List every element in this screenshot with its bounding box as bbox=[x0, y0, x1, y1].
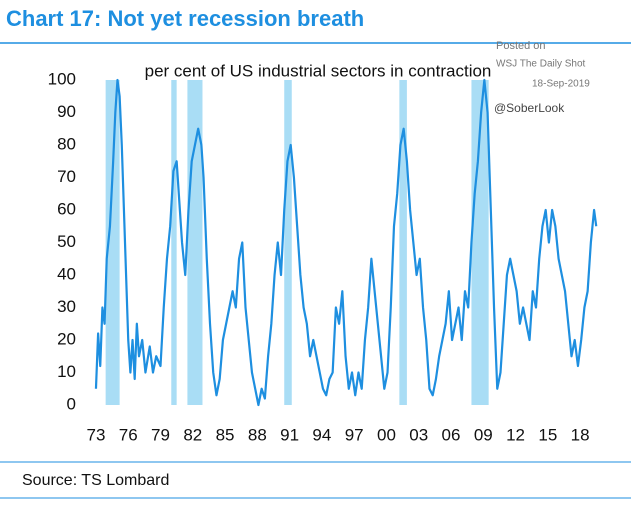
x-tick-label: 94 bbox=[312, 425, 331, 444]
x-tick-label: 76 bbox=[119, 425, 138, 444]
x-tick-label: 00 bbox=[377, 425, 396, 444]
x-tick-label: 91 bbox=[280, 425, 299, 444]
data-line bbox=[94, 78, 598, 407]
watermark: @SoberLook bbox=[494, 101, 565, 115]
x-tick-label: 88 bbox=[248, 425, 267, 444]
x-tick-label: 03 bbox=[409, 425, 428, 444]
y-tick-label: 70 bbox=[57, 167, 76, 186]
x-tick-label: 18 bbox=[571, 425, 590, 444]
y-tick-label: 90 bbox=[57, 102, 76, 121]
watermark: 18-Sep-2019 bbox=[532, 79, 590, 90]
y-tick-label: 10 bbox=[57, 362, 76, 381]
recession-band bbox=[187, 80, 203, 405]
y-tick-label: 60 bbox=[57, 199, 76, 218]
source: Source: TS Lombard bbox=[22, 472, 169, 489]
x-tick-label: 12 bbox=[506, 425, 525, 444]
x-tick-label: 97 bbox=[345, 425, 364, 444]
x-tick-label: 85 bbox=[216, 425, 235, 444]
x-tick-label: 82 bbox=[183, 425, 202, 444]
watermark: WSJ The Daily Shot bbox=[496, 59, 586, 70]
x-tick-label: 79 bbox=[151, 425, 170, 444]
recession-band bbox=[105, 80, 120, 405]
recession-band bbox=[284, 80, 292, 405]
y-tick-label: 50 bbox=[57, 232, 76, 251]
subtitle: per cent of US industrial sectors in con… bbox=[145, 61, 492, 80]
x-tick-label: 09 bbox=[474, 425, 493, 444]
recession-band bbox=[171, 80, 177, 405]
y-tick-label: 0 bbox=[67, 394, 76, 413]
y-tick-label: 30 bbox=[57, 297, 76, 316]
recession-band bbox=[399, 80, 407, 405]
x-tick-label: 15 bbox=[538, 425, 557, 444]
recession-band bbox=[471, 80, 489, 405]
y-tick-label: 80 bbox=[57, 134, 76, 153]
watermark: Posted on bbox=[496, 40, 546, 52]
y-tick-label: 100 bbox=[48, 69, 76, 88]
x-tick-label: 73 bbox=[86, 425, 105, 444]
y-tick-label: 20 bbox=[57, 329, 76, 348]
chart-title: Chart 17: Not yet recession breath bbox=[6, 6, 364, 31]
y-tick-label: 40 bbox=[57, 264, 76, 283]
x-tick-label: 06 bbox=[442, 425, 461, 444]
